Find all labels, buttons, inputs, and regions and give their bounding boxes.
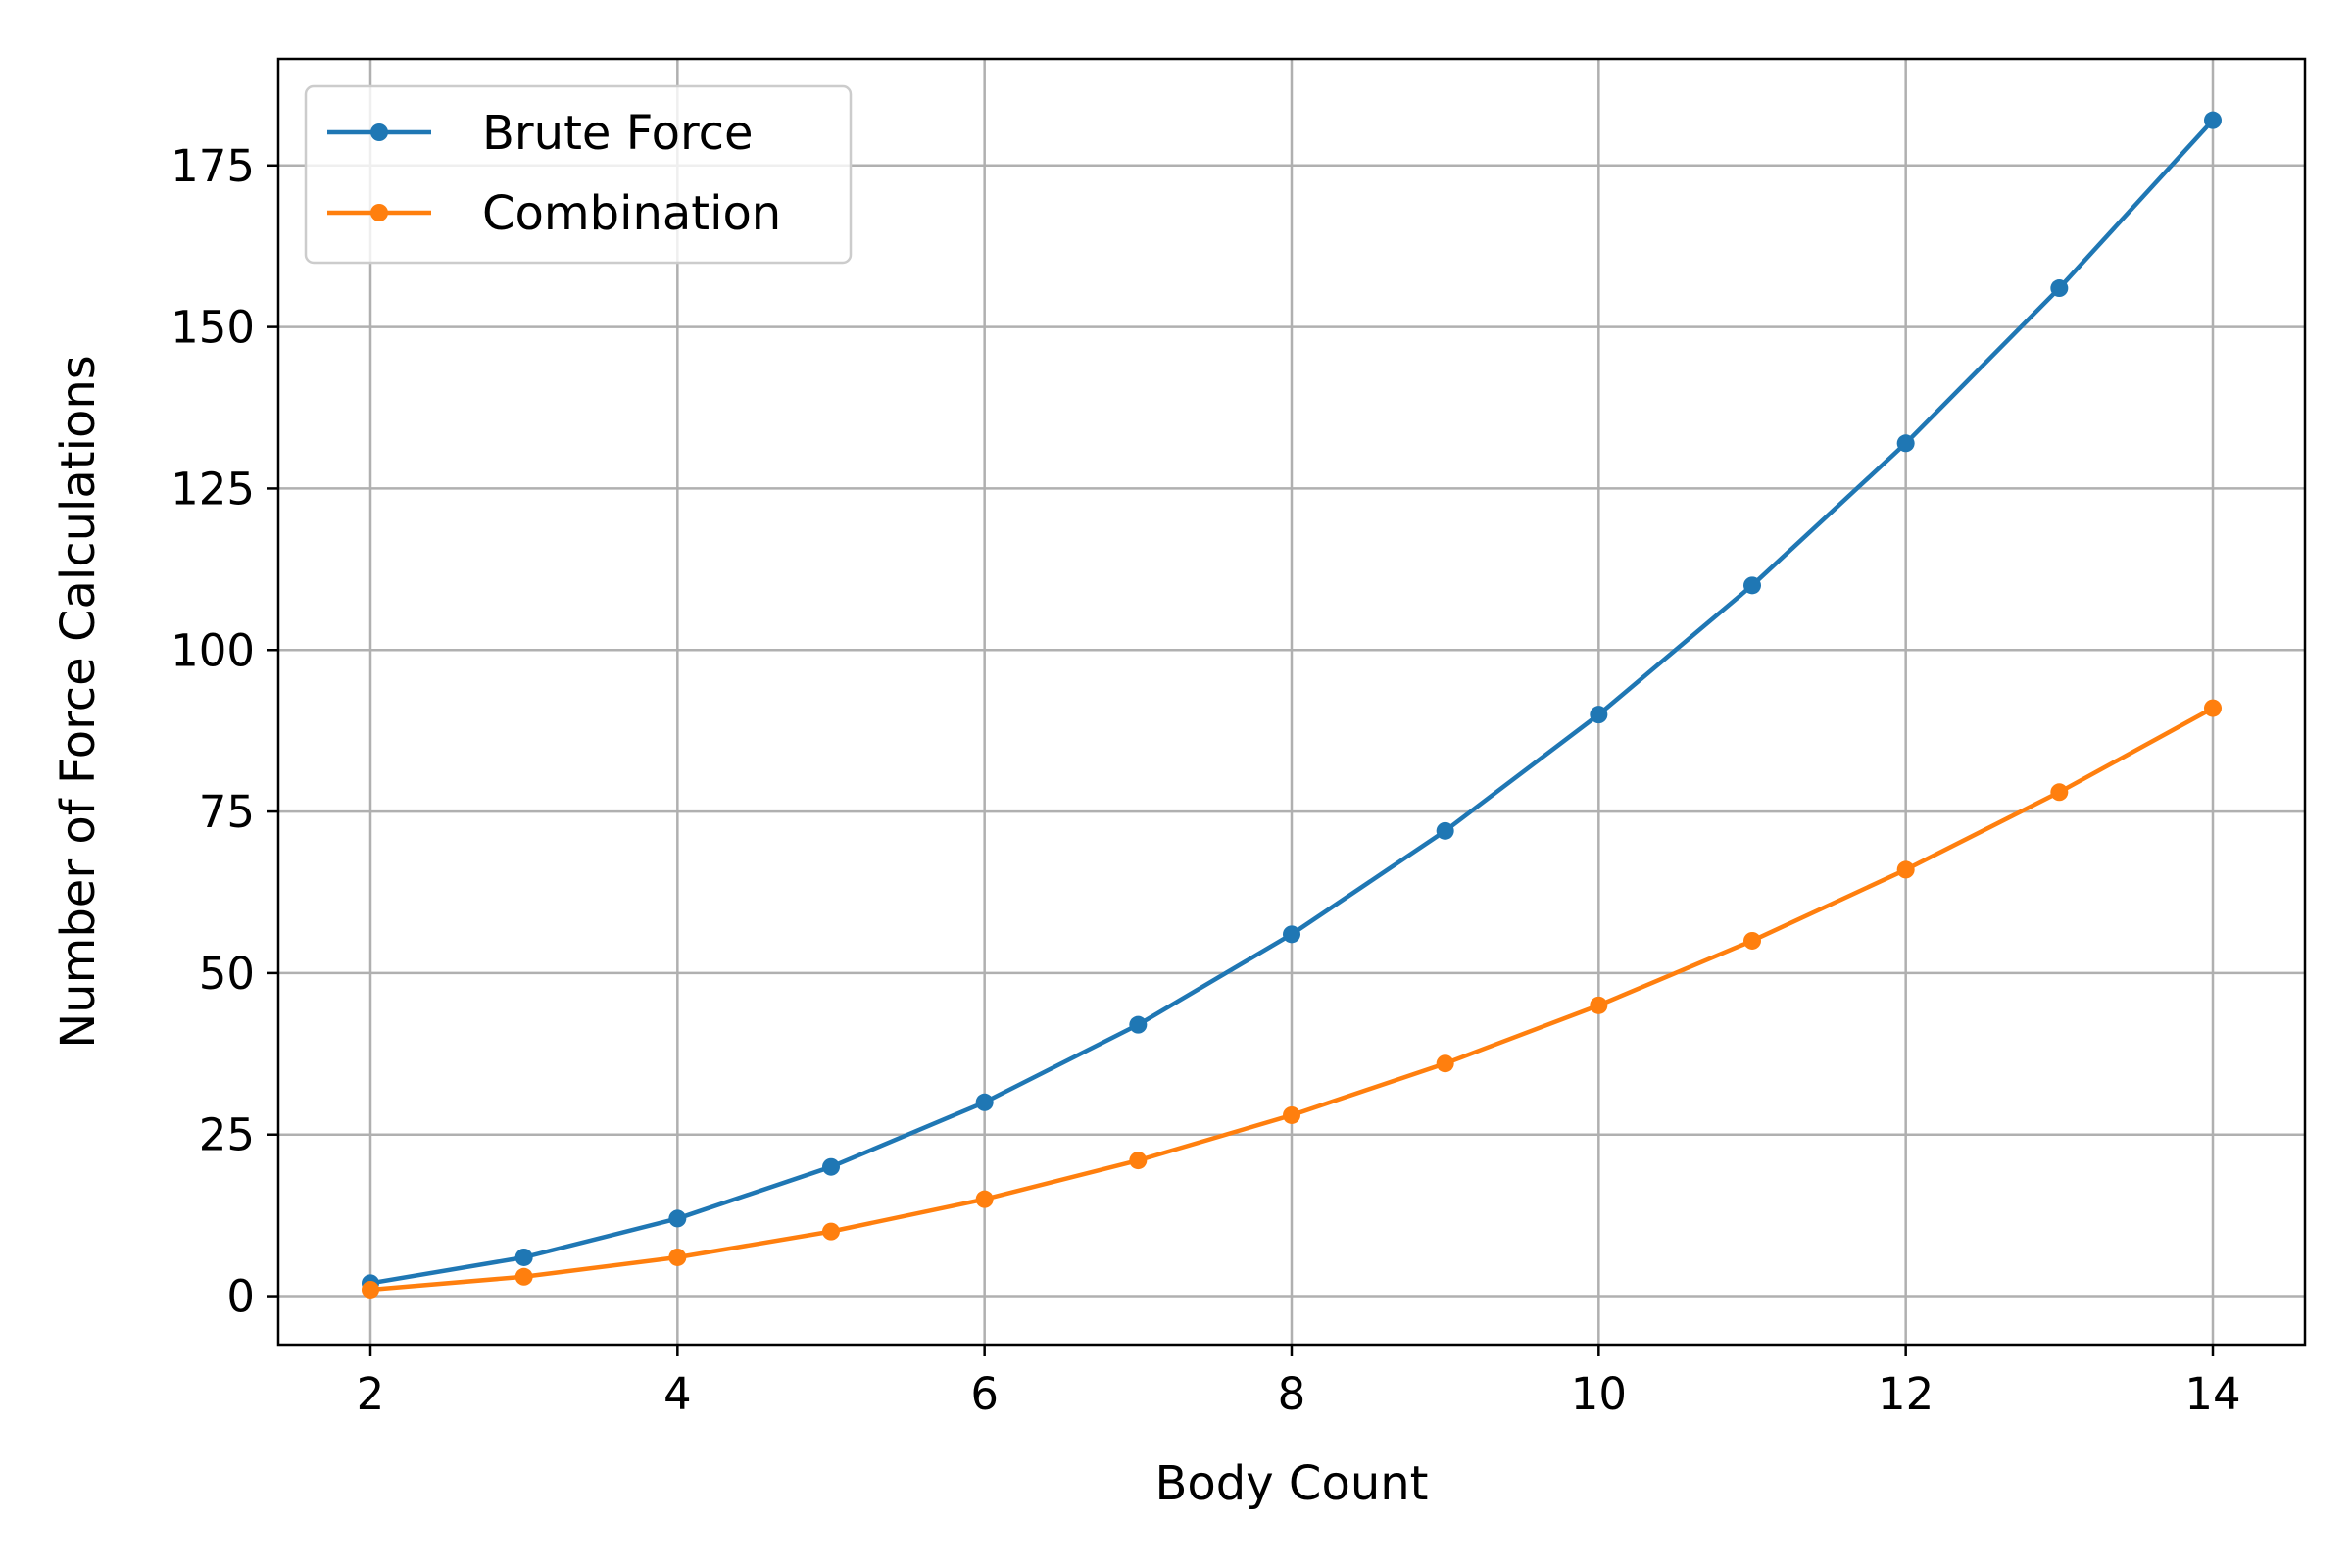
legend-swatch-marker xyxy=(370,204,388,221)
data-point xyxy=(2050,279,2069,298)
y-axis-ticks: 0 25 50 75 100 125 150 175 xyxy=(171,140,278,1323)
data-point xyxy=(668,1209,687,1228)
data-point xyxy=(1590,706,1608,724)
y-tick-label: 75 xyxy=(199,786,255,838)
y-tick-label: 150 xyxy=(171,302,255,354)
data-point xyxy=(1283,925,1300,944)
data-point xyxy=(514,1248,533,1266)
y-tick-label: 100 xyxy=(171,624,255,676)
y-tick-label: 125 xyxy=(171,463,255,514)
data-point xyxy=(668,1248,687,1266)
data-point xyxy=(822,1222,840,1241)
x-axis-ticks: 2 4 6 8 10 12 14 xyxy=(357,1345,2241,1420)
legend-item: Combination xyxy=(327,186,781,241)
data-point xyxy=(1436,1054,1454,1073)
data-point xyxy=(975,1093,994,1111)
data-point xyxy=(1896,434,1915,453)
x-axis-label: Body Count xyxy=(1155,1456,1429,1511)
data-point xyxy=(1743,931,1761,950)
data-point xyxy=(1590,996,1608,1014)
data-point xyxy=(1129,1015,1148,1034)
x-tick-label: 6 xyxy=(970,1368,999,1420)
data-point xyxy=(822,1157,840,1176)
data-point xyxy=(1896,860,1915,879)
data-point xyxy=(1743,576,1761,595)
y-tick-label: 50 xyxy=(199,948,255,1000)
legend-box xyxy=(304,84,853,265)
y-axis-label: Number of Force Calculations xyxy=(51,355,106,1049)
x-tick-label: 10 xyxy=(1571,1368,1627,1420)
data-point xyxy=(2204,111,2222,129)
y-tick-label: 175 xyxy=(171,140,255,192)
data-point xyxy=(1436,821,1454,840)
x-tick-label: 8 xyxy=(1278,1368,1306,1420)
x-tick-label: 2 xyxy=(357,1368,385,1420)
legend-label: Brute Force xyxy=(482,106,754,161)
y-tick-label: 25 xyxy=(199,1109,255,1161)
x-tick-label: 12 xyxy=(1878,1368,1934,1420)
grid xyxy=(278,59,2305,1345)
data-point xyxy=(2204,699,2222,717)
data-point xyxy=(514,1267,533,1286)
series-area xyxy=(362,111,2222,1298)
legend: Brute Force Combination xyxy=(304,84,853,265)
data-point xyxy=(362,1280,379,1298)
legend-label: Combination xyxy=(482,186,781,241)
data-point xyxy=(1129,1152,1148,1170)
data-point xyxy=(975,1190,994,1208)
x-tick-label: 4 xyxy=(663,1368,692,1420)
legend-swatch-marker xyxy=(370,123,388,141)
legend-item: Brute Force xyxy=(327,106,754,161)
data-point xyxy=(2050,783,2069,802)
series-combination xyxy=(362,699,2222,1298)
data-point xyxy=(1283,1105,1300,1124)
y-tick-label: 0 xyxy=(226,1271,255,1323)
x-tick-label: 14 xyxy=(2184,1368,2240,1420)
